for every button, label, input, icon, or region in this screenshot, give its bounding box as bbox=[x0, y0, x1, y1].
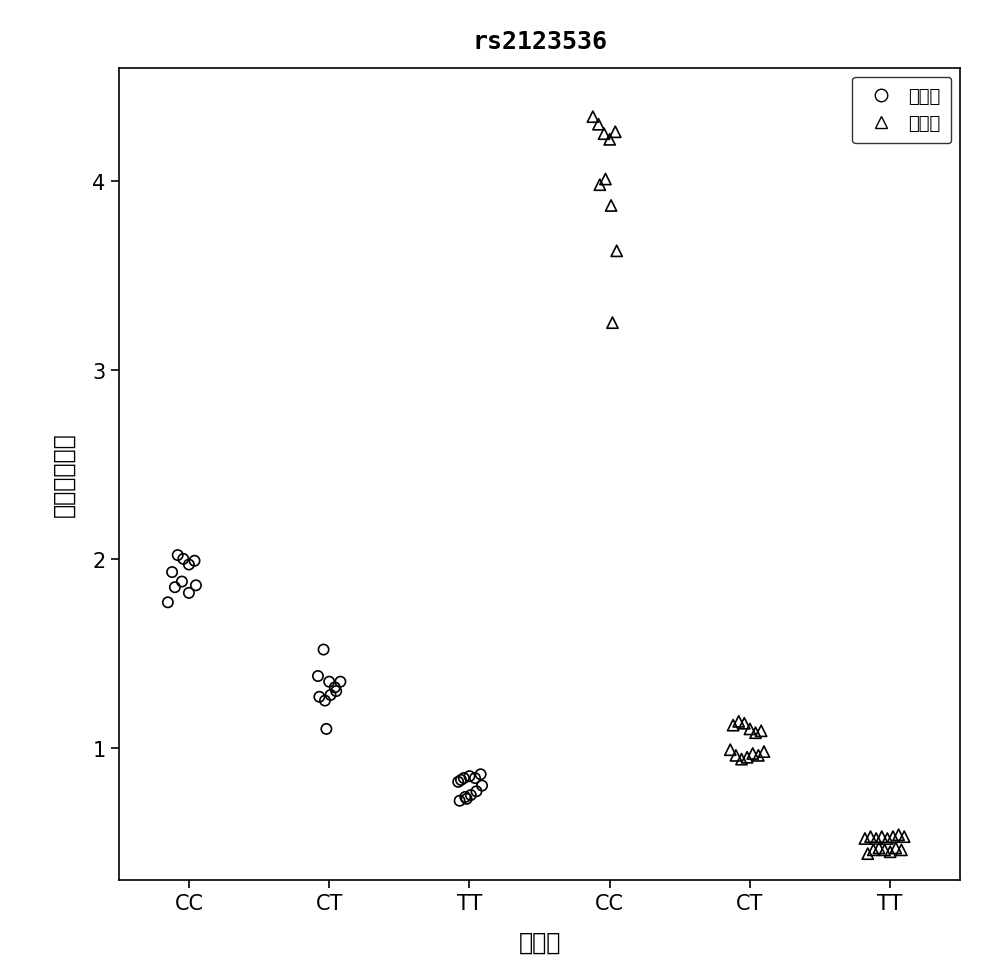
Point bbox=[893, 842, 909, 858]
Point bbox=[329, 684, 345, 699]
Point bbox=[882, 844, 898, 860]
Point bbox=[310, 669, 326, 685]
Point bbox=[891, 827, 907, 843]
Point bbox=[868, 831, 884, 847]
Point bbox=[590, 117, 606, 133]
Point bbox=[463, 787, 479, 803]
Point bbox=[327, 680, 343, 695]
Point bbox=[181, 586, 197, 601]
Point bbox=[323, 688, 339, 703]
Point bbox=[188, 578, 204, 594]
Point bbox=[740, 750, 755, 766]
Point bbox=[896, 829, 912, 845]
Point bbox=[725, 718, 741, 734]
Point bbox=[865, 842, 881, 858]
Point bbox=[609, 244, 625, 259]
Point bbox=[879, 831, 895, 847]
Point bbox=[607, 125, 624, 141]
Point bbox=[885, 829, 901, 845]
Point bbox=[862, 829, 878, 845]
Point bbox=[747, 725, 763, 740]
Point bbox=[859, 846, 875, 862]
Point bbox=[181, 557, 197, 573]
Point bbox=[756, 744, 772, 760]
Legend: 优化前, 优化后: 优化前, 优化后 bbox=[852, 77, 951, 144]
Point bbox=[317, 693, 333, 709]
Point bbox=[458, 791, 474, 807]
Point bbox=[457, 789, 473, 805]
Point bbox=[455, 771, 471, 786]
Point bbox=[744, 746, 760, 762]
Point bbox=[874, 829, 890, 845]
Point bbox=[592, 178, 608, 194]
Point bbox=[602, 132, 618, 148]
Point bbox=[319, 722, 335, 737]
Point bbox=[321, 674, 337, 689]
Point bbox=[734, 751, 749, 767]
X-axis label: 基因型: 基因型 bbox=[519, 930, 560, 954]
Point bbox=[461, 769, 477, 784]
Point bbox=[450, 775, 466, 790]
Point bbox=[170, 548, 186, 563]
Point bbox=[742, 722, 758, 737]
Point bbox=[174, 574, 190, 590]
Point bbox=[160, 595, 176, 610]
Point bbox=[453, 773, 469, 788]
Point bbox=[167, 580, 183, 596]
Point bbox=[728, 748, 743, 764]
Point bbox=[175, 552, 191, 567]
Point bbox=[187, 554, 203, 569]
Point bbox=[877, 842, 893, 858]
Point bbox=[871, 840, 887, 856]
Point bbox=[164, 564, 180, 580]
Point bbox=[316, 643, 332, 658]
Y-axis label: 探针信号比值: 探针信号比值 bbox=[51, 432, 75, 516]
Point bbox=[605, 316, 621, 332]
Point bbox=[473, 767, 489, 782]
Point bbox=[474, 778, 490, 793]
Point bbox=[888, 840, 904, 856]
Point bbox=[596, 127, 612, 143]
Point bbox=[750, 748, 766, 764]
Point bbox=[737, 716, 752, 732]
Point bbox=[451, 793, 467, 809]
Point bbox=[731, 714, 746, 730]
Title: rs2123536: rs2123536 bbox=[472, 30, 607, 54]
Point bbox=[723, 742, 739, 758]
Point bbox=[468, 783, 484, 799]
Point bbox=[333, 674, 348, 689]
Point bbox=[603, 199, 619, 214]
Point bbox=[585, 110, 601, 125]
Point bbox=[312, 689, 328, 705]
Point bbox=[857, 831, 873, 847]
Point bbox=[467, 771, 483, 786]
Point bbox=[753, 724, 769, 739]
Point bbox=[598, 172, 614, 188]
